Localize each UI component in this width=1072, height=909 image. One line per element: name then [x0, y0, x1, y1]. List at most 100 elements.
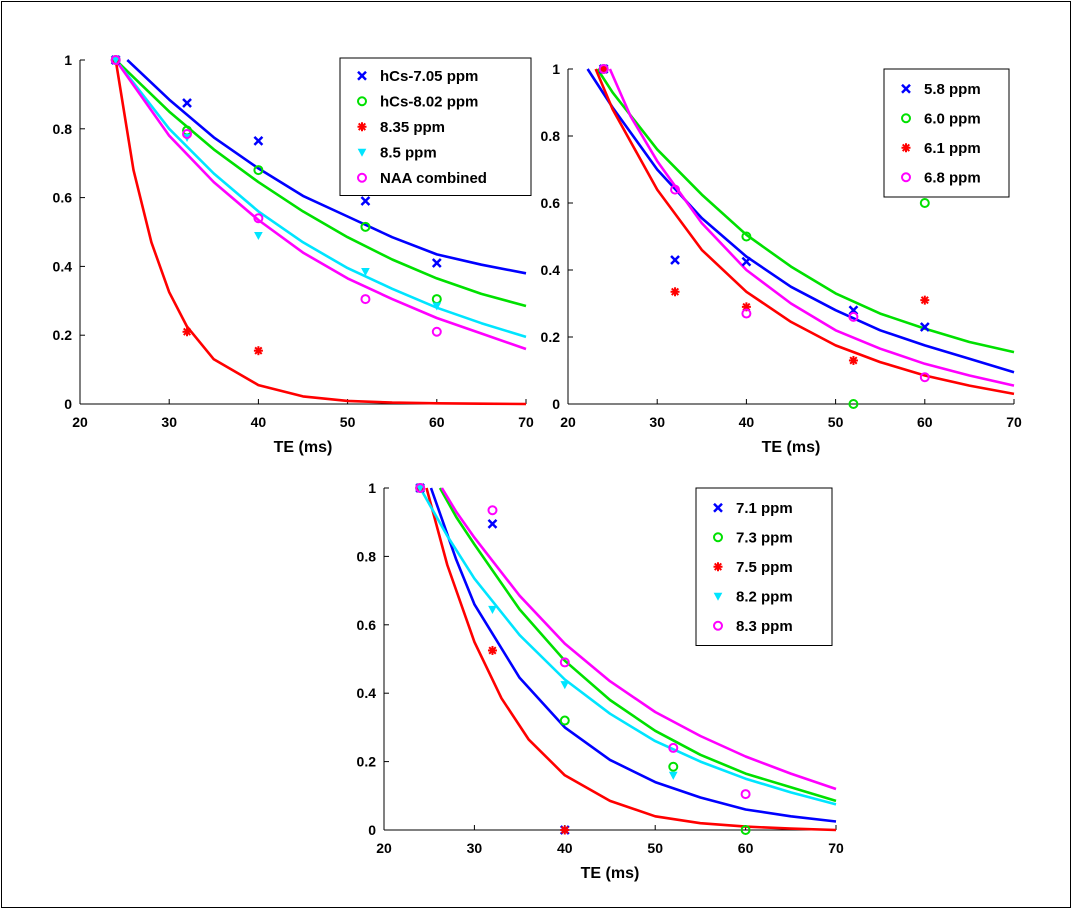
legend-marker	[713, 502, 723, 513]
data-point	[598, 64, 609, 74]
data-point	[432, 302, 442, 311]
data-point	[741, 231, 752, 242]
legend-label: 7.1 ppm	[736, 500, 793, 517]
legend-label: 8.35 ppm	[380, 119, 445, 136]
data-point	[670, 287, 680, 297]
data-point	[848, 355, 858, 365]
data-point	[487, 519, 498, 529]
data-point	[361, 268, 370, 277]
x-tick-label: 60	[429, 414, 445, 430]
x-tick-label: 40	[557, 840, 573, 856]
data-point	[360, 196, 371, 206]
x-tick-label: 70	[518, 414, 534, 430]
fit-curve-6-0-ppm	[596, 68, 1015, 354]
data-point	[487, 645, 497, 655]
y-tick-label: 0	[368, 822, 376, 838]
y-tick-label: 0.8	[53, 121, 73, 137]
data-point	[668, 761, 679, 772]
x-tick-label: 50	[340, 414, 356, 430]
data-point	[182, 128, 193, 139]
fit-curve-hcs-7-05-ppm	[126, 59, 527, 275]
chart-3: 20 30 40 50 60 70 0 0.2 0.4 0.6 0.8 1 TE (ms) 7.1 ppm…	[357, 480, 844, 882]
x-axis-label: TE (ms)	[581, 865, 640, 882]
data-point	[668, 771, 678, 780]
data-point	[560, 681, 570, 690]
chart-1: 20 30 40 50 60 70 0 0.2 0.4 0.6 0.8 1 TE (ms) hCs-7.0…	[53, 52, 534, 456]
x-tick-label: 40	[739, 414, 755, 430]
legend-marker	[357, 148, 367, 157]
legend-label: 8.2 ppm	[736, 588, 793, 605]
y-tick-label: 0.6	[357, 617, 377, 633]
data-point	[415, 483, 426, 493]
y-tick-label: 0	[552, 396, 560, 412]
legend-label: 7.5 ppm	[736, 559, 793, 576]
x-tick-label: 50	[828, 414, 844, 430]
legend: 5.8 ppm 6.0 ppm 6.1 ppm 6.8 ppm	[883, 68, 1010, 198]
data-point	[559, 715, 570, 726]
y-tick-label: 0.2	[541, 329, 561, 345]
legend-marker	[713, 592, 723, 601]
data-point	[920, 295, 930, 305]
y-tick-label: 1	[552, 61, 560, 77]
x-tick-label: 30	[161, 414, 177, 430]
y-tick-label: 0.4	[357, 685, 377, 701]
x-tick-label: 60	[917, 414, 933, 430]
x-tick-label: 20	[72, 414, 88, 430]
legend-marker	[713, 620, 723, 631]
legend-label: 5.8 ppm	[924, 81, 981, 98]
data-point	[919, 372, 930, 383]
fit-curve-8-5-ppm	[114, 59, 527, 339]
y-tick-label: 0.2	[357, 754, 377, 770]
legend-label: 6.0 ppm	[924, 110, 981, 127]
data-point	[253, 165, 264, 176]
data-point	[253, 213, 264, 224]
data-point	[110, 55, 121, 65]
fit-curve-7-3-ppm	[438, 487, 837, 803]
fit-curve-7-1-ppm	[429, 487, 837, 823]
data-point	[848, 399, 859, 409]
x-tick-label: 40	[251, 414, 267, 430]
x-tick-label: 60	[738, 840, 754, 856]
x-tick-label: 20	[376, 840, 392, 856]
legend-marker	[357, 122, 367, 132]
x-axis-label: TE (ms)	[274, 439, 333, 456]
chart-2: 20 30 40 50 60 70 0 0.2 0.4 0.6 0.8 1 TE (ms) 5.8 ppm…	[541, 61, 1022, 456]
fit-curve-6-8-ppm	[608, 68, 1015, 387]
data-point	[488, 605, 497, 614]
fit-curve-8-3-ppm	[440, 487, 837, 791]
x-tick-label: 70	[828, 840, 844, 856]
y-tick-label: 0.8	[541, 128, 561, 144]
data-point	[182, 327, 192, 337]
fit-curve-7-5-ppm	[425, 487, 837, 832]
x-tick-label: 50	[647, 840, 663, 856]
y-tick-label: 0.6	[53, 190, 73, 206]
legend-label: 7.3 ppm	[736, 529, 793, 546]
legend-marker	[357, 70, 367, 81]
data-point	[740, 825, 751, 835]
legend-box	[339, 57, 532, 196]
x-tick-label: 70	[1006, 414, 1022, 430]
x-tick-label: 20	[560, 414, 576, 430]
y-tick-label: 0.8	[357, 548, 377, 564]
data-point	[360, 221, 371, 232]
data-point	[431, 258, 442, 268]
data-point	[431, 326, 442, 337]
data-point	[487, 505, 498, 516]
data-point	[741, 308, 752, 319]
legend: hCs-7.05 ppm hCs-8.02 ppm 8.35 ppm 8.5 ppm N…	[339, 57, 532, 196]
legend-marker	[713, 562, 723, 572]
y-tick-label: 0.6	[541, 195, 561, 211]
legend-label: hCs-7.05 ppm	[380, 68, 478, 85]
legend-marker	[357, 96, 367, 107]
y-tick-label: 0.4	[541, 262, 561, 278]
data-point	[919, 322, 930, 332]
legend-marker	[713, 532, 723, 543]
y-tick-label: 1	[64, 52, 72, 68]
legend-marker	[901, 113, 911, 124]
data-point	[253, 135, 264, 146]
legend-marker	[901, 83, 911, 94]
x-axis-label: TE (ms)	[762, 439, 821, 456]
data-point	[253, 346, 263, 356]
data-point	[740, 789, 751, 800]
